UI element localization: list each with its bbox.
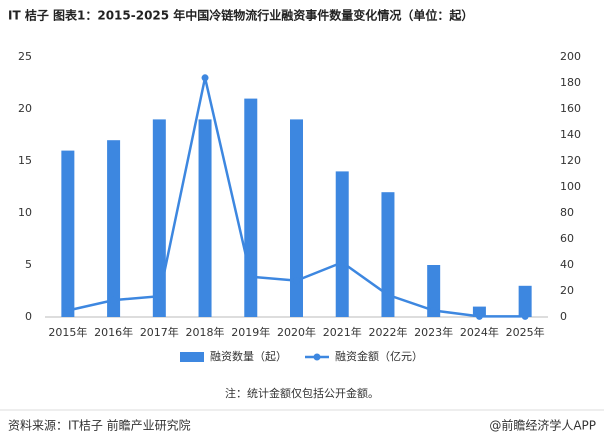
y-tick-label: 5 [25, 258, 32, 271]
y-tick-label: 15 [18, 154, 32, 167]
x-tick-label: 2017年 [140, 325, 179, 339]
x-tick-label: 2025年 [506, 325, 545, 339]
line-marker [155, 292, 163, 300]
y-tick-label: 20 [18, 102, 32, 115]
bar [518, 285, 532, 317]
bar [290, 119, 303, 318]
line-marker [201, 74, 209, 82]
y2-tick-label: 140 [560, 128, 581, 141]
line-marker [521, 312, 529, 320]
x-tick-label: 2016年 [94, 325, 133, 339]
y-tick-label: 25 [18, 50, 32, 63]
y2-tick-label: 100 [560, 180, 581, 193]
legend-label: 融资数量（起） [210, 350, 287, 363]
y2-tick-label: 80 [560, 206, 574, 219]
bar [335, 171, 349, 317]
line-marker [64, 307, 72, 314]
legend-label: 融资金额（亿元） [335, 349, 423, 363]
bar [244, 98, 258, 317]
legend-swatch [313, 353, 321, 361]
bar [472, 306, 486, 317]
y2-tick-label: 60 [560, 232, 574, 245]
x-tick-label: 2021年 [323, 325, 362, 339]
y2-tick-label: 180 [560, 76, 581, 89]
line-marker [338, 258, 346, 266]
brand: @前瞻经济学人APP [489, 418, 596, 433]
line-marker [475, 312, 483, 320]
bar [381, 192, 395, 317]
x-tick-label: 2022年 [368, 325, 407, 339]
bar [152, 119, 166, 318]
x-tick-label: 2015年 [48, 325, 87, 339]
x-tick-label: 2019年 [231, 325, 270, 339]
x-tick-label: 2020年 [277, 325, 316, 339]
note: 注：统计金额仅包括公开金额。 [225, 386, 379, 400]
source: 资料来源：IT桔子 前瞻产业研究院 [8, 418, 191, 433]
y-tick-label: 10 [18, 206, 32, 219]
x-tick-label: 2023年 [414, 325, 453, 339]
y2-tick-label: 120 [560, 154, 581, 167]
line-marker [430, 307, 438, 314]
x-tick-label: 2018年 [186, 325, 225, 339]
y2-tick-label: 40 [560, 258, 574, 271]
legend-swatch [180, 352, 204, 362]
bar [107, 140, 121, 317]
bar [198, 119, 212, 318]
y-tick-label: 0 [25, 310, 32, 323]
y2-tick-label: 20 [560, 284, 574, 297]
y2-tick-label: 0 [560, 310, 567, 323]
bar [427, 265, 441, 317]
y2-tick-label: 200 [560, 50, 581, 63]
y2-tick-label: 160 [560, 102, 581, 115]
line-marker [293, 277, 300, 285]
chart-title: IT 桔子 图表1：2015-2025 年中国冷链物流行业融资事件数量变化情况（… [8, 8, 473, 23]
line-marker [247, 273, 255, 281]
x-tick-label: 2024年 [460, 325, 499, 339]
line-marker [384, 291, 392, 299]
bar [61, 150, 75, 317]
line-marker [110, 296, 118, 304]
